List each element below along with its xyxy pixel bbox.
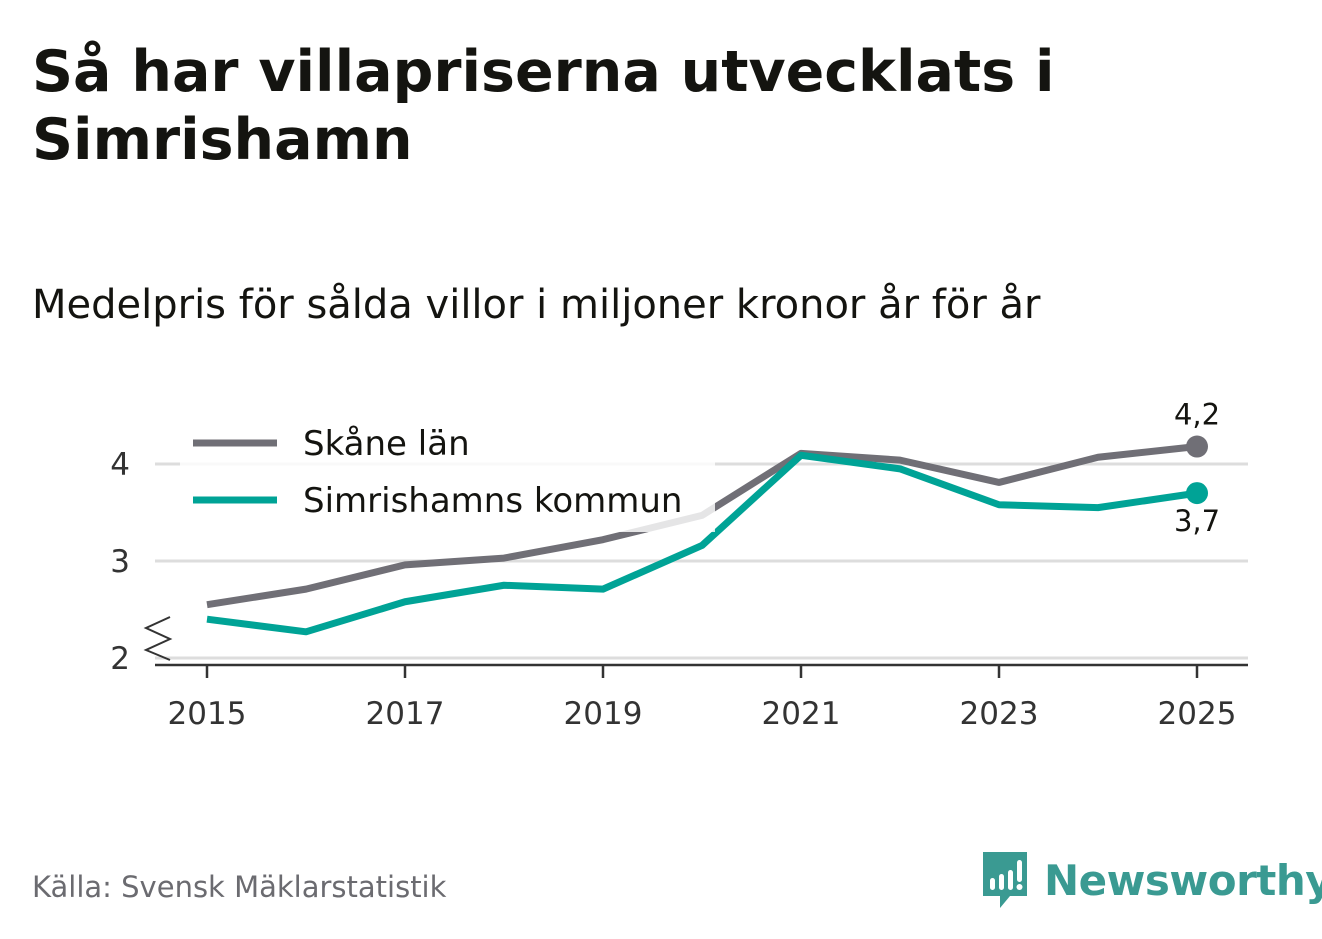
y-tick-label: 2 <box>110 641 130 677</box>
source-note: Källa: Svensk Mäklarstatistik <box>32 870 447 904</box>
line-chart: 2 3 4 2015 2017 2019 2021 2023 2025 4,2 3,7 Skåne l… <box>110 398 1248 732</box>
y-tick-label: 3 <box>110 544 130 580</box>
chart-subtitle: Medelpris för sålda villor i miljoner kr… <box>32 282 1041 328</box>
x-tick-label: 2019 <box>564 696 643 732</box>
chart-title: Så har villapriserna utvecklats i Simris… <box>32 39 1055 173</box>
x-tick-label: 2015 <box>168 696 247 732</box>
axis-break-icon <box>143 616 173 661</box>
end-point-marker <box>1186 435 1208 458</box>
end-point-marker <box>1186 482 1208 505</box>
logo-text: Newsworthy <box>1044 855 1322 905</box>
end-value-label: 3,7 <box>1174 504 1220 538</box>
x-tick-label: 2023 <box>960 696 1039 732</box>
y-tick-label: 4 <box>110 447 130 483</box>
x-tick-label: 2025 <box>1158 696 1237 732</box>
legend-label: Skåne län <box>303 424 470 464</box>
newsworthy-logo-icon <box>983 852 1027 908</box>
legend-background <box>180 412 715 532</box>
legend: Skåne län Simrishamns kommun <box>180 412 715 532</box>
end-value-label: 4,2 <box>1174 398 1220 432</box>
x-tick-label: 2021 <box>762 696 841 732</box>
legend-label: Simrishamns kommun <box>303 481 682 521</box>
x-tick-label: 2017 <box>366 696 445 732</box>
newsworthy-logo: Newsworthy <box>980 850 1322 910</box>
series-line-simrishamn <box>206 451 1198 636</box>
